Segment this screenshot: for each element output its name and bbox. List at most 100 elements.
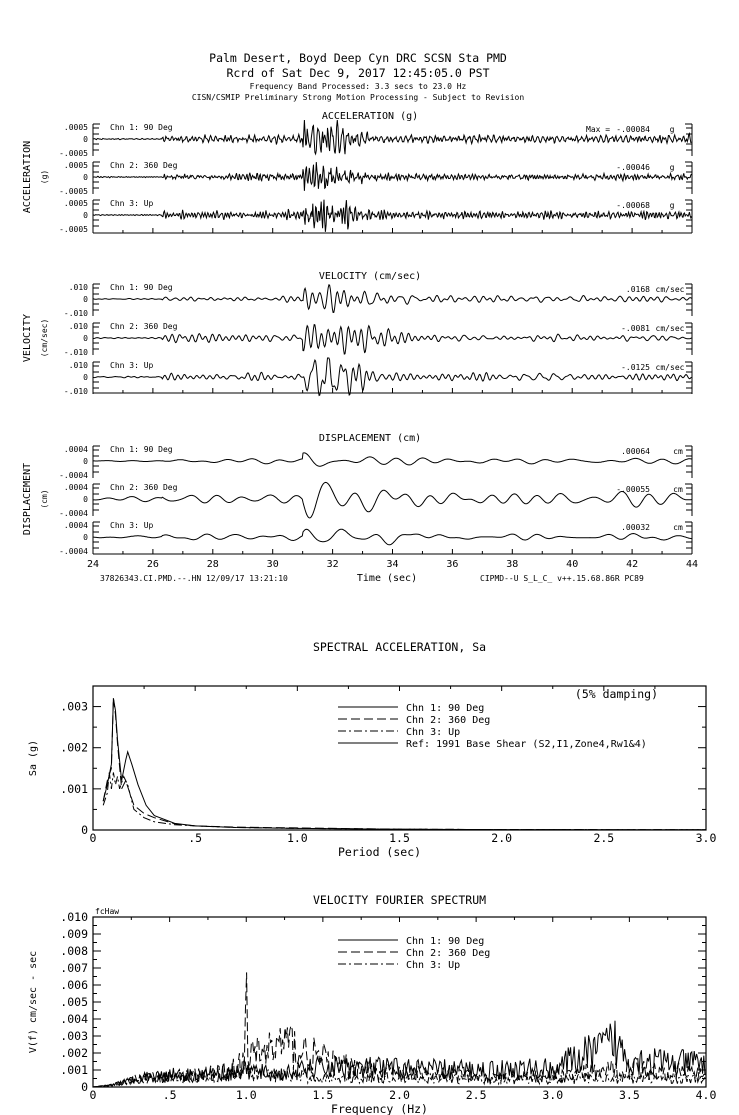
max-value: -.0081 xyxy=(621,324,650,333)
channel-label: Chn 3: Up xyxy=(110,521,154,530)
x-tick-label: .5 xyxy=(163,1088,177,1102)
panel-side-label: VELOCITY xyxy=(22,314,33,362)
velocity-fourier-spectrum-chart: VELOCITY FOURIER SPECTRUM Frequency (Hz) V… xyxy=(28,893,716,1115)
y-tick-label-bottom: -.0005 xyxy=(59,225,88,234)
y-tick-label: .003 xyxy=(60,700,88,714)
max-unit: cm/sec xyxy=(656,324,685,333)
time-axis-label: Time (sec) xyxy=(357,573,417,584)
time-tick-label: 34 xyxy=(386,559,398,570)
y-tick-label-top: .0005 xyxy=(64,123,88,132)
x-tick-label: .5 xyxy=(188,831,202,845)
max-unit: g xyxy=(670,201,675,210)
y-tick-label-bottom: -.0004 xyxy=(59,509,88,518)
y-tick-label-top: .010 xyxy=(69,283,88,292)
y-tick-label: .001 xyxy=(60,1063,88,1077)
y-tick-label-zero: 0 xyxy=(83,135,88,144)
x-tick-label: 2.5 xyxy=(466,1088,487,1102)
record-header: Palm Desert, Boyd Deep Cyn DRC SCSN Sta … xyxy=(192,51,525,102)
channel-trace-group: .010 0 -.010 Chn 3: Up -.0125 cm/sec xyxy=(64,357,693,397)
max-value: -.00068 xyxy=(616,201,650,210)
series-line-3 xyxy=(92,1063,706,1088)
x-tick-label: 1.0 xyxy=(287,831,308,845)
y-tick-label-top: .0005 xyxy=(64,199,88,208)
channel-trace-group: .010 0 -.010 Chn 1: 90 Deg .0168 cm/sec xyxy=(64,283,693,318)
y-tick-label-top: .0005 xyxy=(64,161,88,170)
legend-entry: Chn 1: 90 Deg xyxy=(406,703,484,714)
panel-unit-label: (cm) xyxy=(40,489,49,508)
time-tick-label: 30 xyxy=(267,559,279,570)
waveform-trace xyxy=(92,528,692,546)
record-datetime: Rcrd of Sat Dec 9, 2017 12:45:05.0 PST xyxy=(226,66,489,80)
channel-label: Chn 2: 360 Deg xyxy=(110,483,178,492)
x-tick-label: 3.0 xyxy=(542,1088,563,1102)
time-tick-label: 32 xyxy=(327,559,339,570)
channel-label: Chn 1: 90 Deg xyxy=(110,123,173,132)
y-tick-label: .010 xyxy=(60,910,88,924)
panel-side-label: DISPLACEMENT xyxy=(22,463,33,535)
y-axis-label: V(f) cm/sec - sec xyxy=(28,951,39,1053)
panel-unit-label: (cm/sec) xyxy=(40,319,49,358)
y-tick-label-top: .0004 xyxy=(64,445,88,454)
panel-disp: DISPLACEMENT (cm) DISPLACEMENT (cm) .0004 0 -… xyxy=(22,433,693,556)
y-tick-label-zero: 0 xyxy=(83,334,88,343)
x-tick-label: 4.0 xyxy=(696,1088,717,1102)
max-unit: g xyxy=(670,125,675,134)
channel-trace-group: .0004 0 -.0004 Chn 1: 90 Deg .00064 cm xyxy=(59,445,693,480)
x-tick-label: 2.0 xyxy=(491,831,512,845)
max-value: -.00046 xyxy=(616,163,650,172)
y-tick-label: .003 xyxy=(60,1029,88,1043)
max-unit: cm/sec xyxy=(656,285,685,294)
waveform-trace xyxy=(93,452,692,467)
waveform-trace xyxy=(92,284,692,314)
y-tick-label-bottom: -.010 xyxy=(64,309,88,318)
legend-entry: Chn 3: Up xyxy=(406,727,460,738)
y-tick-label-top: .0004 xyxy=(64,521,88,530)
processing-version-footer: CIPMD--U S_L_C_ v++.15.68.86R PC89 xyxy=(480,574,644,583)
legend-entry: Chn 3: Up xyxy=(406,960,460,971)
channel-label: Chn 1: 90 Deg xyxy=(110,445,173,454)
x-axis-label: Period (sec) xyxy=(338,845,421,859)
y-tick-label-top: .010 xyxy=(69,361,88,370)
waveform-trace xyxy=(92,162,692,191)
max-value: .00032 xyxy=(621,523,650,532)
waveform-trace xyxy=(93,323,692,355)
max-value: -.00084 xyxy=(616,125,650,134)
y-tick-label-top: .010 xyxy=(69,322,88,331)
max-unit: cm xyxy=(673,485,683,494)
spectral-acceleration-chart: SPECTRAL ACCELERATION, Sa Period (sec) Sa … xyxy=(28,640,716,859)
waveform-trace xyxy=(92,481,692,519)
max-unit: cm xyxy=(673,523,683,532)
time-tick-label: 26 xyxy=(147,559,159,570)
y-tick-label: .004 xyxy=(60,1012,88,1026)
legend-entry: Chn 2: 360 Deg xyxy=(406,948,490,959)
y-tick-label-bottom: -.0004 xyxy=(59,471,88,480)
max-value: -.0125 xyxy=(621,363,650,372)
y-tick-label: .002 xyxy=(60,1046,88,1060)
max-unit: cm/sec xyxy=(656,363,685,372)
channel-trace-group: .0004 0 -.0004 Chn 2: 360 Deg -.00055 cm xyxy=(59,481,693,519)
y-tick-label-zero: 0 xyxy=(83,495,88,504)
y-tick-label-bottom: -.010 xyxy=(64,348,88,357)
legend-entry: Chn 1: 90 Deg xyxy=(406,936,484,947)
y-tick-label-bottom: -.0005 xyxy=(59,187,88,196)
y-tick-label-zero: 0 xyxy=(83,295,88,304)
y-tick-label: .006 xyxy=(60,978,88,992)
plot-frame xyxy=(92,685,707,831)
max-unit: cm xyxy=(673,447,683,456)
time-tick-label: 44 xyxy=(686,559,698,570)
frequency-band: Frequency Band Processed: 3.3 secs to 23… xyxy=(250,82,467,91)
waveform-trace xyxy=(92,357,692,397)
series-line-2 xyxy=(102,698,707,831)
series-line-1 xyxy=(102,698,707,831)
y-tick-label-bottom: -.0005 xyxy=(59,149,88,158)
y-tick-label-zero: 0 xyxy=(83,457,88,466)
y-tick-label-top: .0004 xyxy=(64,483,88,492)
y-tick-label: 0 xyxy=(81,823,88,837)
panel-acc: ACCELERATION (g) ACCELERATION (g) .0005 0 -.0… xyxy=(22,111,693,234)
y-tick-label-zero: 0 xyxy=(83,173,88,182)
y-axis-label: Sa (g) xyxy=(28,740,39,776)
waveform-trace xyxy=(92,199,692,232)
processing-note: CISN/CSMIP Preliminary Strong Motion Pro… xyxy=(192,93,525,102)
y-tick-label-bottom: -.0004 xyxy=(59,547,88,556)
